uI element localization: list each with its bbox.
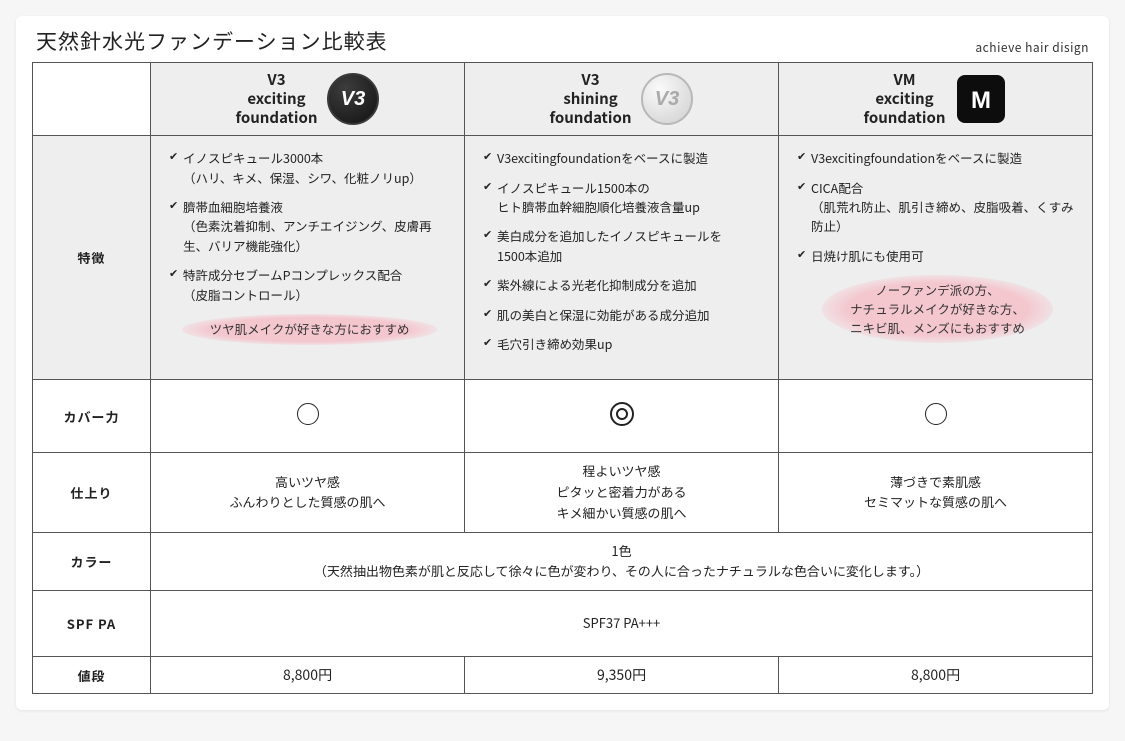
finish-2: 薄づきで素肌感セミマットな質感の肌へ: [779, 453, 1093, 532]
label-coverage: カバー力: [33, 380, 151, 453]
feature-item: 紫外線による光老化抑制成分を追加: [483, 275, 764, 294]
coverage-1: [465, 380, 779, 453]
circle-icon: [297, 403, 319, 425]
product-name-0: V3 exciting foundation: [236, 71, 318, 127]
svg-text:V3: V3: [655, 88, 679, 110]
product-header-row: V3 exciting foundation V3 V: [33, 63, 1093, 136]
price-1: 9,350円: [465, 657, 779, 694]
feature-item: イノスピキュール3000本（ハリ、キメ、保湿、シワ、化粧ノリup）: [169, 148, 450, 187]
row-spf: SPF PA SPF37 PA+++: [33, 591, 1093, 657]
corner-empty: [33, 63, 151, 136]
row-coverage: カバー力: [33, 380, 1093, 453]
svg-text:M: M: [971, 87, 991, 114]
feature-item: 美白成分を追加したイノスピキュールを1500本追加: [483, 226, 764, 265]
header-row: 天然針水光ファンデーション比較表 achieve hair disign: [32, 26, 1093, 56]
finish-1: 程よいツヤ感ピタッと密着力があるキメ細かい質感の肌へ: [465, 453, 779, 532]
product-header-2: VM exciting foundation M: [779, 63, 1093, 136]
feature-item: CICA配合（肌荒れ防止、肌引き締め、皮脂吸着、くすみ防止）: [797, 178, 1078, 236]
double-circle-icon: [610, 402, 634, 426]
brand-label: achieve hair disign: [975, 39, 1089, 56]
product-name-1: V3 shining foundation: [550, 71, 632, 127]
svg-text:V3: V3: [341, 88, 365, 110]
row-price: 値段 8,800円 9,350円 8,800円: [33, 657, 1093, 694]
price-2: 8,800円: [779, 657, 1093, 694]
comparison-table: V3 exciting foundation V3 V: [32, 62, 1093, 694]
row-finish: 仕上り 高いツヤ感ふんわりとした質感の肌へ 程よいツヤ感ピタッと密着力があるキメ…: [33, 453, 1093, 532]
circle-icon: [925, 403, 947, 425]
label-features: 特徴: [33, 136, 151, 380]
color-value: 1色（天然抽出物色素が肌と反応して徐々に色が変わり、その人に合ったナチュラルな色…: [151, 532, 1093, 591]
comparison-sheet: 天然針水光ファンデーション比較表 achieve hair disign V3 …: [16, 16, 1109, 710]
v3-black-icon: V3: [327, 73, 379, 125]
product-header-0: V3 exciting foundation V3: [151, 63, 465, 136]
feature-item: V3excitingfoundationをベースに製造: [797, 148, 1078, 167]
v3-silver-icon: V3: [641, 73, 693, 125]
feature-item: 肌の美白と保湿に効能がある成分追加: [483, 305, 764, 324]
feature-item: 特許成分セブームPコンプレックス配合（皮脂コントロール）: [169, 265, 450, 304]
price-0: 8,800円: [151, 657, 465, 694]
row-color: カラー 1色（天然抽出物色素が肌と反応して徐々に色が変わり、その人に合ったナチュ…: [33, 532, 1093, 591]
product-header-1: V3 shining foundation V3: [465, 63, 779, 136]
recommend-0: ツヤ肌メイクが好きな方におすすめ: [169, 314, 450, 345]
feature-item: イノスピキュール1500本のヒト臍帯血幹細胞順化培養液含量up: [483, 178, 764, 217]
spf-value: SPF37 PA+++: [151, 591, 1093, 657]
feature-item: V3excitingfoundationをベースに製造: [483, 148, 764, 167]
feature-item: 毛穴引き締め効果up: [483, 334, 764, 353]
feature-item: 日焼け肌にも使用可: [797, 246, 1078, 265]
label-price: 値段: [33, 657, 151, 694]
coverage-0: [151, 380, 465, 453]
features-0: イノスピキュール3000本（ハリ、キメ、保湿、シワ、化粧ノリup） 臍帯血細胞培養…: [151, 136, 465, 380]
row-features: 特徴 イノスピキュール3000本（ハリ、キメ、保湿、シワ、化粧ノリup） 臍帯血細…: [33, 136, 1093, 380]
features-2: V3excitingfoundationをベースに製造 CICA配合（肌荒れ防止、…: [779, 136, 1093, 380]
label-color: カラー: [33, 532, 151, 591]
label-finish: 仕上り: [33, 453, 151, 532]
features-1: V3excitingfoundationをベースに製造イノスピキュール1500本…: [465, 136, 779, 380]
page-title: 天然針水光ファンデーション比較表: [36, 26, 388, 56]
coverage-2: [779, 380, 1093, 453]
feature-item: 臍帯血細胞培養液（色素沈着抑制、アンチエイジング、皮膚再生、バリア機能強化）: [169, 197, 450, 255]
product-name-2: VM exciting foundation: [864, 71, 946, 127]
vm-black-icon: M: [955, 73, 1007, 125]
recommend-2: ノーファンデ派の方、ナチュラルメイクが好きな方、ニキビ肌、メンズにもおすすめ: [797, 275, 1078, 343]
label-spf: SPF PA: [33, 591, 151, 657]
finish-0: 高いツヤ感ふんわりとした質感の肌へ: [151, 453, 465, 532]
